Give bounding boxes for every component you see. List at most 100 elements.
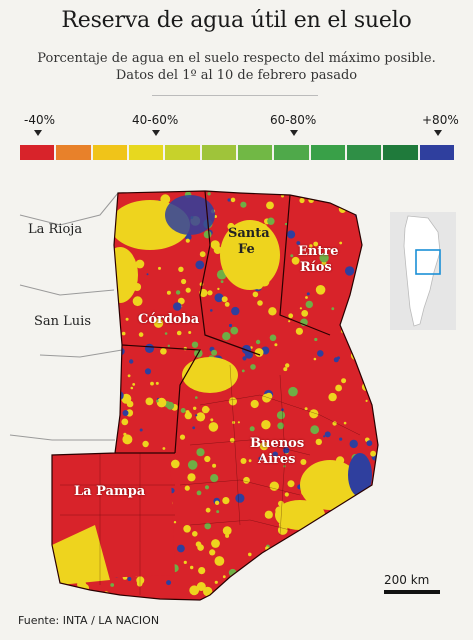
moisture-dot	[359, 510, 367, 518]
moisture-dot	[310, 425, 320, 435]
moisture-dot	[272, 451, 279, 458]
moisture-dot	[125, 317, 129, 321]
moisture-dot	[162, 447, 166, 450]
moisture-dot	[369, 323, 373, 326]
moisture-dot	[365, 535, 368, 539]
moisture-dot	[166, 290, 171, 295]
moisture-dot	[283, 367, 288, 372]
moisture-dot	[366, 250, 374, 258]
moisture-dot	[305, 300, 313, 309]
legend-swatch-3	[128, 145, 164, 160]
moisture-dot	[339, 241, 343, 245]
moisture-dot	[97, 200, 103, 207]
legend-swatch-4	[165, 145, 200, 160]
moisture-dot	[105, 255, 114, 264]
label-rios: Ríos	[300, 260, 332, 275]
moisture-dot	[267, 217, 275, 225]
moisture-dot	[271, 569, 276, 573]
moisture-dot	[188, 331, 192, 334]
moisture-dot	[185, 287, 191, 293]
moisture-dot	[319, 253, 329, 263]
moisture-dot	[360, 319, 365, 324]
moisture-dot	[122, 434, 133, 445]
moisture-dot	[195, 414, 198, 417]
moisture-dot	[122, 410, 129, 416]
moisture-dot	[226, 592, 234, 600]
moisture-dot	[89, 260, 98, 269]
moisture-dot	[313, 241, 319, 247]
moisture-dot	[173, 521, 177, 524]
moisture-dot	[364, 512, 374, 523]
moisture-dot	[266, 201, 274, 210]
moisture-dot	[291, 570, 294, 574]
moisture-dot	[370, 450, 376, 457]
moisture-dot	[166, 401, 175, 410]
legend-swatch-11	[419, 145, 454, 160]
source-credit: Fuente: INTA / LA NACION	[18, 614, 160, 627]
label-buenos: Buenos	[250, 436, 305, 451]
moisture-dot	[117, 347, 125, 356]
moisture-dot	[284, 222, 288, 226]
moisture-dot	[213, 246, 222, 254]
moisture-dot	[196, 582, 206, 591]
moisture-dot	[332, 519, 336, 523]
moisture-dot	[135, 259, 145, 269]
moisture-dot	[76, 330, 80, 334]
map-svg	[9, 190, 379, 601]
moisture-dot	[326, 550, 335, 559]
moisture-dot	[142, 440, 149, 448]
moisture-dot	[376, 277, 378, 283]
moisture-dot	[299, 197, 305, 204]
moisture-dot	[315, 285, 326, 295]
moisture-dot	[341, 378, 347, 384]
moisture-dot	[261, 585, 267, 590]
moisture-dot	[92, 279, 98, 285]
moisture-dot	[265, 392, 273, 400]
moisture-dot	[150, 381, 154, 386]
moisture-dot	[129, 359, 134, 364]
moisture-dot	[71, 279, 76, 283]
moisture-dot	[130, 386, 134, 390]
moisture-dot	[203, 586, 213, 597]
moisture-dot	[240, 201, 247, 208]
moisture-dot	[314, 337, 318, 342]
moisture-dot	[285, 363, 290, 368]
moisture-dot	[269, 334, 277, 342]
moisture-dot	[269, 191, 273, 193]
moisture-dot	[121, 418, 129, 426]
moisture-dot	[313, 357, 317, 361]
moisture-dot	[187, 473, 196, 482]
moisture-dot	[195, 396, 198, 399]
moisture-dot	[368, 539, 371, 542]
legend-label-high: +80%	[422, 113, 459, 127]
moisture-dot	[225, 533, 230, 538]
moisture-dot	[362, 498, 365, 502]
moisture-dot	[332, 548, 341, 557]
moisture-dot	[173, 302, 182, 311]
moisture-dot	[306, 292, 310, 296]
moisture-dot	[257, 300, 263, 306]
moisture-dot	[180, 408, 186, 413]
moisture-dot	[156, 397, 167, 408]
moisture-dot	[296, 241, 301, 245]
moisture-dot	[102, 366, 107, 370]
moisture-dot	[166, 580, 172, 586]
moisture-dot	[312, 524, 322, 533]
moisture-dot	[346, 543, 354, 550]
moisture-dot	[371, 491, 378, 501]
moisture-dot	[121, 393, 132, 404]
moisture-dot	[249, 426, 255, 432]
moisture-dot	[222, 497, 230, 505]
moisture-dot	[98, 192, 107, 201]
legend-swatch-6	[237, 145, 273, 160]
moisture-dot	[192, 531, 198, 537]
moisture-dot	[52, 386, 53, 393]
moisture-dot	[362, 320, 369, 326]
moisture-dot	[52, 289, 56, 293]
moisture-dot	[179, 434, 186, 440]
moisture-dot	[288, 386, 298, 397]
divider	[152, 95, 318, 96]
moisture-dot	[207, 192, 211, 196]
moisture-dot	[264, 510, 273, 519]
moisture-dot	[211, 349, 218, 356]
